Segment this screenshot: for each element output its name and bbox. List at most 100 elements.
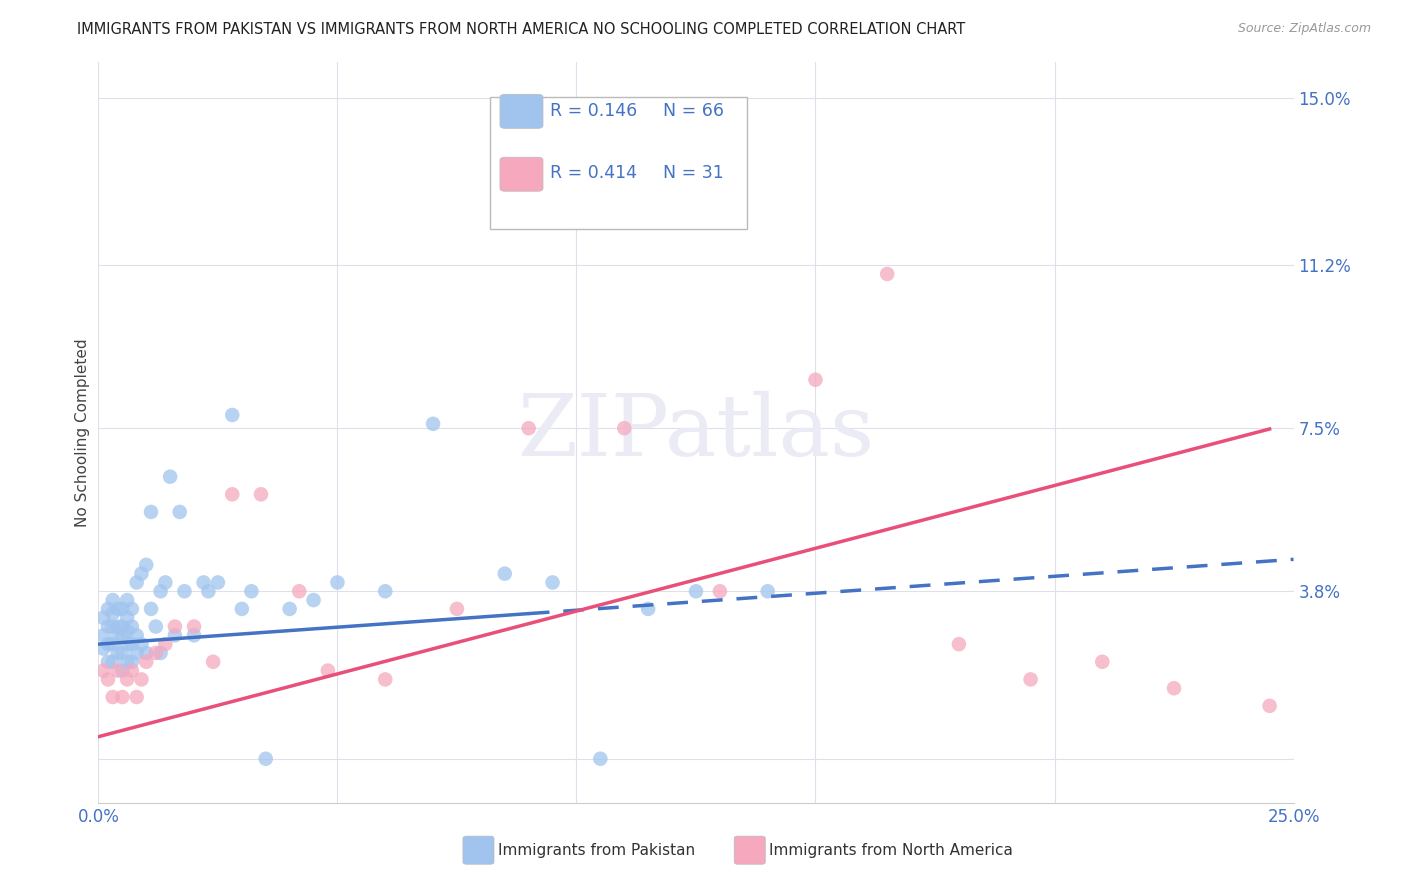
Point: [121, 655, 143, 669]
Point: [288, 584, 311, 599]
Point: [131, 637, 153, 651]
Point: [97, 619, 120, 633]
Point: [163, 619, 186, 633]
Point: [876, 267, 898, 281]
Point: [115, 624, 138, 638]
FancyBboxPatch shape: [501, 95, 543, 128]
Point: [135, 558, 157, 572]
Text: IMMIGRANTS FROM PAKISTAN VS IMMIGRANTS FROM NORTH AMERICA NO SCHOOLING COMPLETED: IMMIGRANTS FROM PAKISTAN VS IMMIGRANTS F…: [77, 22, 966, 37]
Point: [107, 628, 129, 642]
Text: N = 66: N = 66: [662, 102, 724, 120]
Point: [101, 619, 124, 633]
Point: [111, 664, 134, 678]
Point: [155, 575, 177, 590]
Point: [111, 646, 134, 660]
Point: [1258, 698, 1281, 713]
Point: [135, 646, 157, 660]
Point: [125, 690, 148, 704]
Point: [97, 637, 120, 651]
Point: [91, 641, 114, 656]
Point: [107, 646, 129, 660]
Point: [948, 637, 970, 651]
FancyBboxPatch shape: [734, 836, 765, 864]
Point: [121, 619, 143, 633]
Text: Source: ZipAtlas.com: Source: ZipAtlas.com: [1237, 22, 1371, 36]
Point: [101, 607, 124, 621]
Point: [756, 584, 779, 599]
Point: [326, 575, 349, 590]
Point: [613, 421, 636, 435]
Text: Immigrants from Pakistan: Immigrants from Pakistan: [498, 843, 695, 858]
Point: [145, 646, 167, 660]
Point: [145, 619, 167, 633]
Point: [221, 408, 243, 422]
Point: [125, 575, 148, 590]
Point: [685, 584, 707, 599]
Point: [163, 628, 186, 642]
Point: [111, 602, 134, 616]
Point: [115, 593, 138, 607]
Point: [231, 602, 253, 616]
Point: [1019, 673, 1042, 687]
Text: N = 31: N = 31: [662, 164, 723, 183]
Point: [1091, 655, 1114, 669]
Point: [149, 584, 172, 599]
Point: [107, 664, 129, 678]
Point: [107, 602, 129, 616]
Point: [240, 584, 263, 599]
Point: [91, 664, 114, 678]
Text: ZIPatlas: ZIPatlas: [517, 391, 875, 475]
FancyBboxPatch shape: [463, 836, 494, 864]
Point: [254, 752, 277, 766]
Point: [804, 373, 827, 387]
Point: [149, 646, 172, 660]
Point: [97, 655, 120, 669]
Point: [183, 619, 205, 633]
Point: [115, 637, 138, 651]
Point: [139, 602, 162, 616]
Point: [125, 628, 148, 642]
Point: [135, 655, 157, 669]
Point: [197, 584, 219, 599]
Point: [101, 637, 124, 651]
Point: [125, 646, 148, 660]
Point: [159, 469, 181, 483]
Point: [131, 673, 153, 687]
Point: [374, 584, 396, 599]
Point: [139, 505, 162, 519]
Point: [374, 673, 396, 687]
Point: [111, 690, 134, 704]
FancyBboxPatch shape: [491, 97, 748, 229]
Point: [115, 655, 138, 669]
Y-axis label: No Schooling Completed: No Schooling Completed: [75, 338, 90, 527]
Point: [111, 628, 134, 642]
FancyBboxPatch shape: [501, 157, 543, 191]
Point: [221, 487, 243, 501]
Text: R = 0.414: R = 0.414: [550, 164, 637, 183]
Point: [250, 487, 273, 501]
Point: [101, 655, 124, 669]
Point: [517, 421, 540, 435]
Point: [173, 584, 195, 599]
Point: [169, 505, 191, 519]
Point: [107, 619, 129, 633]
Point: [111, 619, 134, 633]
Point: [183, 628, 205, 642]
Point: [121, 637, 143, 651]
Point: [97, 673, 120, 687]
Point: [446, 602, 468, 616]
Point: [115, 673, 138, 687]
Point: [101, 690, 124, 704]
Point: [709, 584, 731, 599]
Point: [193, 575, 215, 590]
Point: [91, 628, 114, 642]
Point: [637, 602, 659, 616]
Point: [121, 602, 143, 616]
Point: [278, 602, 301, 616]
Point: [541, 575, 564, 590]
Point: [494, 566, 516, 581]
Point: [115, 611, 138, 625]
Point: [97, 602, 120, 616]
Point: [302, 593, 325, 607]
Point: [101, 593, 124, 607]
